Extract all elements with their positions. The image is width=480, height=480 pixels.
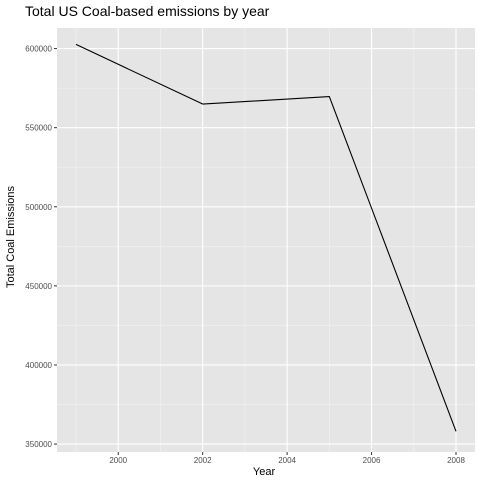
y-tick-label: 600000: [25, 45, 52, 54]
x-tick-label: 2006: [363, 456, 381, 465]
series-layer: [75, 43, 457, 432]
x-axis: 2000 2002 2004 2006 2008: [109, 452, 465, 465]
y-tick-label: 450000: [25, 282, 52, 291]
y-tick-label: 350000: [25, 440, 52, 449]
x-axis-title: Year: [253, 466, 276, 478]
y-axis-title: Total Coal Emissions: [5, 185, 17, 288]
series-line: [75, 43, 457, 432]
x-tick-label: 2008: [447, 456, 465, 465]
minor-gridlines: [57, 28, 475, 452]
y-tick-label: 550000: [25, 124, 52, 133]
x-tick-label: 2000: [109, 456, 127, 465]
major-gridlines: [57, 28, 475, 452]
y-axis: 350000 400000 450000 500000 550000 600000: [25, 45, 57, 449]
x-tick-label: 2004: [278, 456, 296, 465]
plot-panel: [57, 28, 475, 452]
y-tick-label: 400000: [25, 361, 52, 370]
x-tick-label: 2002: [194, 456, 212, 465]
chart-title: Total US Coal-based emissions by year: [25, 3, 270, 19]
y-tick-label: 500000: [25, 203, 52, 212]
